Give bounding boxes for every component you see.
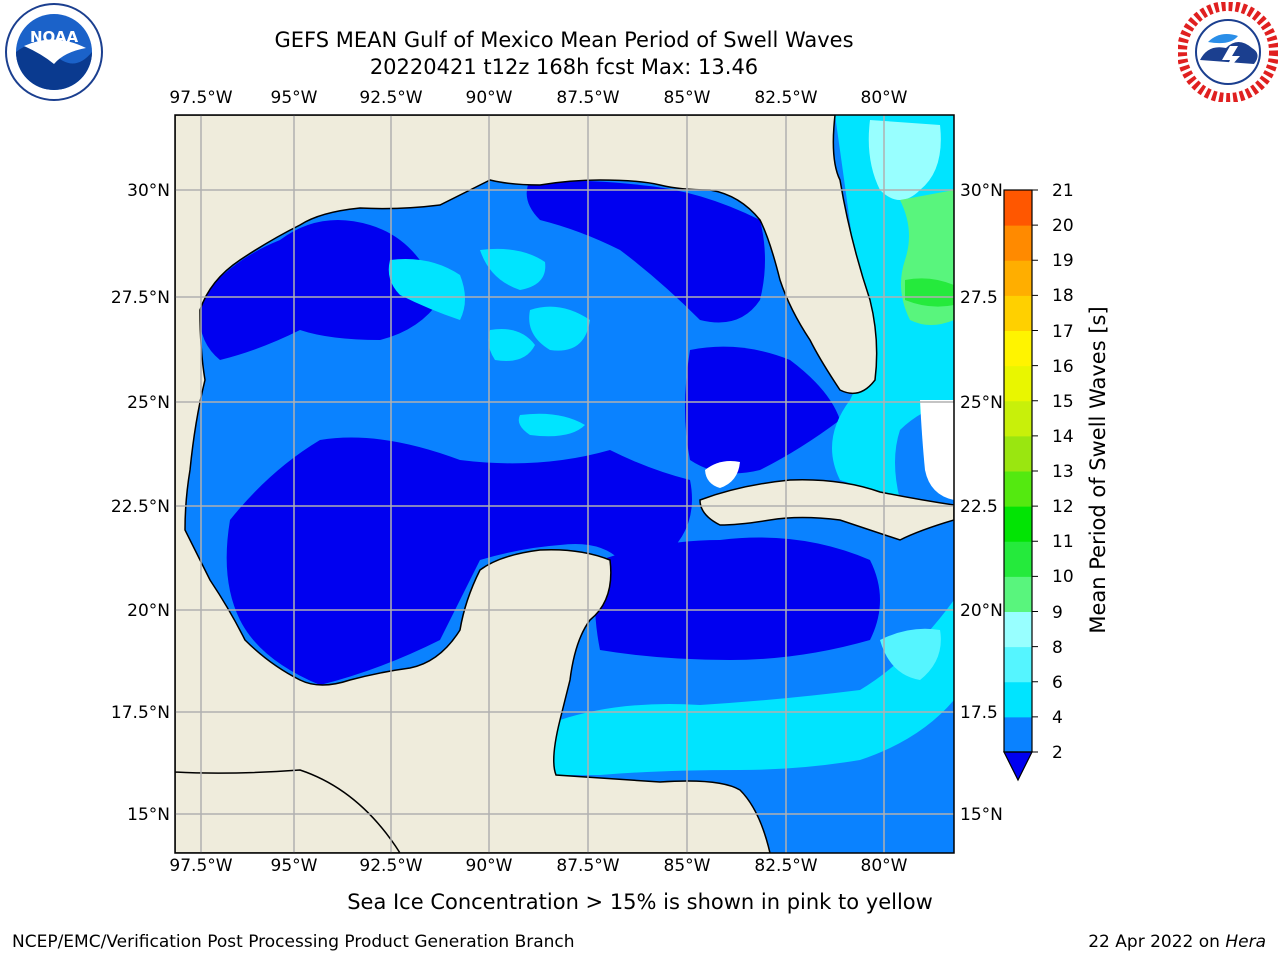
- lat-tick-label-left: 30°N: [127, 181, 170, 201]
- lon-tick-label-bottom: 87.5°W: [556, 856, 620, 876]
- lon-tick-label-top: 92.5°W: [359, 88, 423, 108]
- colorbar-segment: [1004, 365, 1032, 402]
- lon-tick-label-top: 90°W: [465, 88, 513, 108]
- colorbar-tick-label: 16: [1052, 356, 1074, 377]
- land-islands-white: [705, 461, 740, 488]
- colorbar-tick-label: 14: [1052, 426, 1074, 447]
- lat-tick-label-left: 15°N: [127, 805, 170, 825]
- lat-tick-label-right: 20°N: [960, 601, 1003, 621]
- noaa-logo-text: NOAA: [30, 28, 79, 46]
- caribbean-swell-region-light: [880, 628, 941, 680]
- low-period-region-caribbean: [595, 537, 880, 660]
- chart-subtitle: 20220421 t12z 168h fcst Max: 13.46: [369, 55, 759, 79]
- lon-tick-label-top: 87.5°W: [556, 88, 620, 108]
- colorbar-segment: [1004, 260, 1032, 296]
- land-cuba: [699, 479, 954, 541]
- colorbar-tick-label: 2: [1052, 743, 1063, 763]
- land-florida-keys-white: [920, 400, 954, 500]
- low-period-region-nw: [199, 220, 440, 360]
- colorbar-segment: [1004, 646, 1032, 683]
- colorbar-tick-label: 12: [1052, 497, 1074, 518]
- lon-tick-label-bottom: 82.5°W: [754, 856, 818, 876]
- colorbar-tick-label: 8: [1052, 637, 1063, 658]
- lat-tick-label-right: 27.5: [960, 288, 998, 308]
- colorbar-segment: [1004, 471, 1032, 507]
- low-period-region-ne: [526, 180, 765, 323]
- colorbar-segment: [1004, 190, 1032, 226]
- lon-tick-label-top: 82.5°W: [754, 88, 818, 108]
- lon-tick-label-bottom: 92.5°W: [359, 856, 423, 876]
- chart-title: GEFS MEAN Gulf of Mexico Mean Period of …: [274, 28, 854, 52]
- lat-tick-label-left: 22.5°N: [110, 497, 170, 517]
- lon-tick-label-bottom: 80°W: [860, 856, 908, 876]
- colorbar: [1003, 189, 1038, 782]
- noaa-logo-icon: NOAA: [4, 2, 104, 102]
- colorbar-label: Mean Period of Swell Waves [s]: [1086, 306, 1110, 634]
- colorbar-tick-label: 17: [1052, 321, 1074, 342]
- mid-period-patch-1: [388, 259, 465, 320]
- colorbar-segment: [1004, 681, 1032, 718]
- lat-tick-label-right: 25°N: [960, 393, 1003, 413]
- footer-date: 22 Apr 2022 on Hera: [1088, 932, 1266, 952]
- colorbar-tick-label: 11: [1052, 532, 1074, 553]
- low-period-region-central: [226, 437, 692, 685]
- lon-tick-label-top: 85°W: [663, 88, 711, 108]
- graticule: [175, 115, 954, 853]
- footer-date-text: 22 Apr 2022 on: [1088, 932, 1226, 952]
- lat-tick-label-left: 27.5°N: [110, 288, 170, 308]
- lon-tick-label-bottom: 97.5°W: [169, 856, 233, 876]
- colorbar-segment: [1004, 716, 1032, 753]
- colorbar-segment: [1004, 225, 1032, 261]
- low-period-region-se: [685, 346, 840, 474]
- colorbar-segment: [1004, 576, 1032, 612]
- colorbar-tick-label: 9: [1052, 602, 1063, 623]
- lat-tick-label-left: 20°N: [127, 601, 170, 621]
- colorbar-segment: [1004, 330, 1032, 367]
- lon-tick-label-top: 97.5°W: [169, 88, 233, 108]
- mid-period-patch-5: [518, 413, 585, 437]
- lat-tick-label-right: 17.5: [960, 703, 998, 723]
- map-area: [175, 115, 954, 853]
- colorbar-segment: [1004, 295, 1032, 331]
- lat-tick-label-left: 17.5°N: [110, 703, 170, 723]
- sea-ice-note: Sea Ice Concentration > 15% is shown in …: [347, 890, 933, 914]
- colorbar-tick-label: 10: [1052, 567, 1074, 588]
- lon-tick-label-bottom: 95°W: [270, 856, 318, 876]
- colorbar-tick-label: 13: [1052, 462, 1074, 482]
- lat-tick-label-right: 22.5: [960, 497, 998, 517]
- lon-tick-label-bottom: 90°W: [465, 856, 513, 876]
- atlantic-swell-region-light: [868, 120, 941, 200]
- lon-tick-label-bottom: 85°W: [663, 856, 711, 876]
- footer-producer: NCEP/EMC/Verification Post Processing Pr…: [12, 932, 575, 952]
- lat-tick-label-left: 25°N: [127, 393, 170, 413]
- lon-tick-label-top: 95°W: [270, 88, 318, 108]
- colorbar-tick-label: 21: [1052, 181, 1074, 201]
- map-frame: [174, 114, 955, 854]
- mid-period-patch-3: [529, 306, 590, 351]
- caribbean-swell-region: [553, 600, 954, 775]
- colorbar-segment: [1004, 611, 1032, 648]
- atlantic-swell-region-green-dark: [905, 278, 954, 307]
- mid-period-patch-4: [488, 329, 535, 361]
- mid-period-patch-2: [480, 248, 546, 290]
- colorbar-tick-label: 15: [1052, 391, 1074, 412]
- colorbar-tick-label: 6: [1052, 672, 1063, 693]
- land-north-america: [175, 115, 878, 853]
- footer-host: Hera: [1225, 932, 1266, 952]
- colorbar-tick-label: 19: [1052, 251, 1074, 272]
- colorbar-segment: [1004, 435, 1032, 472]
- colorbar-segment: [1004, 400, 1032, 437]
- colorbar-segment: [1004, 541, 1032, 577]
- lat-tick-label-right: 15°N: [960, 805, 1003, 825]
- colorbar-tick-label: 20: [1052, 216, 1074, 237]
- lat-tick-label-right: 30°N: [960, 181, 1003, 201]
- nws-logo-icon: [1177, 1, 1279, 103]
- colorbar-tick-label: 4: [1052, 707, 1063, 728]
- colorbar-segment: [1004, 506, 1032, 542]
- colorbar-extend-triangle: [1003, 751, 1033, 782]
- colorbar-tick-label: 18: [1052, 286, 1074, 307]
- lon-tick-label-top: 80°W: [860, 88, 908, 108]
